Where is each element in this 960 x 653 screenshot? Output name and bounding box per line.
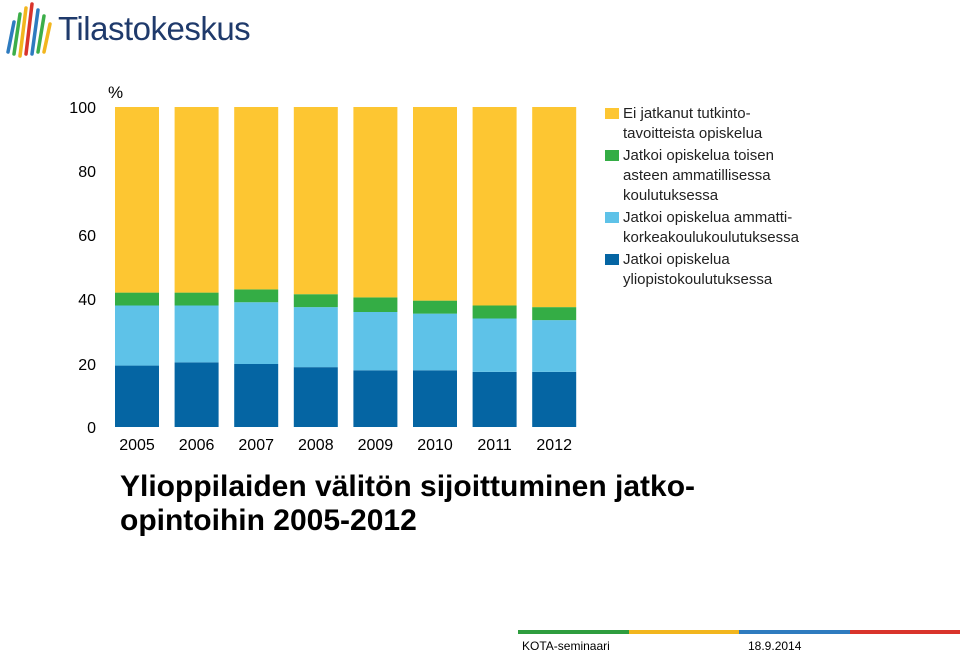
chart-title: Ylioppilaiden välitön sijoittuminen jatk… <box>120 470 760 538</box>
bar-segment <box>473 306 517 319</box>
legend-swatch <box>605 254 619 265</box>
bar-segment <box>115 107 159 293</box>
bar-segment <box>473 107 517 306</box>
bar-segment <box>115 366 159 427</box>
legend-swatch <box>605 150 619 161</box>
bar-segment <box>294 294 338 307</box>
bar-segment <box>532 107 576 307</box>
bar-segment <box>473 319 517 372</box>
x-tick-label: 2012 <box>536 437 572 454</box>
y-tick-label: 60 <box>78 228 96 245</box>
y-axis-unit-label: % <box>108 83 123 102</box>
bar-segment <box>234 107 278 289</box>
bar-segment <box>294 307 338 367</box>
bar-segment <box>413 370 457 427</box>
bar-segment <box>532 372 576 427</box>
x-axis-ticks: 2005 2006 2007 2008 2009 2010 2011 2012 <box>119 437 572 454</box>
legend-item: Jatkoi opiskelua toisen asteen ammatilli… <box>605 146 955 206</box>
bar-segment <box>413 314 457 371</box>
legend-item: Jatkoi opiskelua ammatti- korkeakoulukou… <box>605 208 955 248</box>
footer-color-segment <box>518 630 629 634</box>
chart-legend: Ei jatkanut tutkinto- tavoitteista opisk… <box>605 104 955 292</box>
bar-segment <box>234 289 278 302</box>
footer-color-segment <box>629 630 740 634</box>
bar-segment <box>115 293 159 306</box>
y-tick-label: 0 <box>87 420 96 437</box>
legend-swatch <box>605 212 619 223</box>
legend-label: Jatkoi opiskelua ammatti- korkeakoulukou… <box>623 209 799 246</box>
bar-segment <box>353 370 397 427</box>
x-tick-label: 2006 <box>179 437 215 454</box>
bar-segment <box>413 107 457 301</box>
bar-segment <box>175 362 219 427</box>
bar-segment <box>175 306 219 363</box>
legend-label: Ei jatkanut tutkinto- tavoitteista opisk… <box>623 105 762 142</box>
footer-color-bar <box>518 630 960 634</box>
legend-item: Ei jatkanut tutkinto- tavoitteista opisk… <box>605 104 955 144</box>
y-tick-label: 40 <box>78 292 96 309</box>
bar-segment <box>353 107 397 297</box>
bar-segment <box>175 107 219 293</box>
bar-segment <box>115 306 159 366</box>
legend-label: Jatkoi opiskelua yliopistokoulutuksessa <box>623 251 772 288</box>
x-tick-label: 2008 <box>298 437 334 454</box>
bar-segment <box>234 302 278 364</box>
bar-segment <box>353 312 397 370</box>
legend-swatch <box>605 108 619 119</box>
footer-color-segment <box>850 630 960 634</box>
bars-group <box>115 107 576 427</box>
bar-segment <box>532 320 576 372</box>
legend-label: Jatkoi opiskelua toisen asteen ammatilli… <box>623 147 774 204</box>
bar-segment <box>413 301 457 314</box>
bar-segment <box>234 364 278 427</box>
bar-segment <box>473 372 517 427</box>
y-tick-label: 80 <box>78 164 96 181</box>
x-tick-label: 2011 <box>477 437 512 454</box>
bar-segment <box>294 367 338 427</box>
y-tick-label: 20 <box>78 357 96 374</box>
x-tick-label: 2010 <box>417 437 453 454</box>
legend-item: Jatkoi opiskelua yliopistokoulutuksessa <box>605 250 955 290</box>
y-tick-label: 100 <box>69 100 96 117</box>
y-axis-ticks: 0 20 40 60 80 100 <box>69 100 96 437</box>
bar-segment <box>294 107 338 294</box>
bar-segment <box>532 307 576 320</box>
x-tick-label: 2007 <box>238 437 274 454</box>
x-tick-label: 2009 <box>358 437 394 454</box>
x-tick-label: 2005 <box>119 437 155 454</box>
footer-color-segment <box>739 630 850 634</box>
bar-segment <box>175 293 219 306</box>
bar-segment <box>353 297 397 312</box>
